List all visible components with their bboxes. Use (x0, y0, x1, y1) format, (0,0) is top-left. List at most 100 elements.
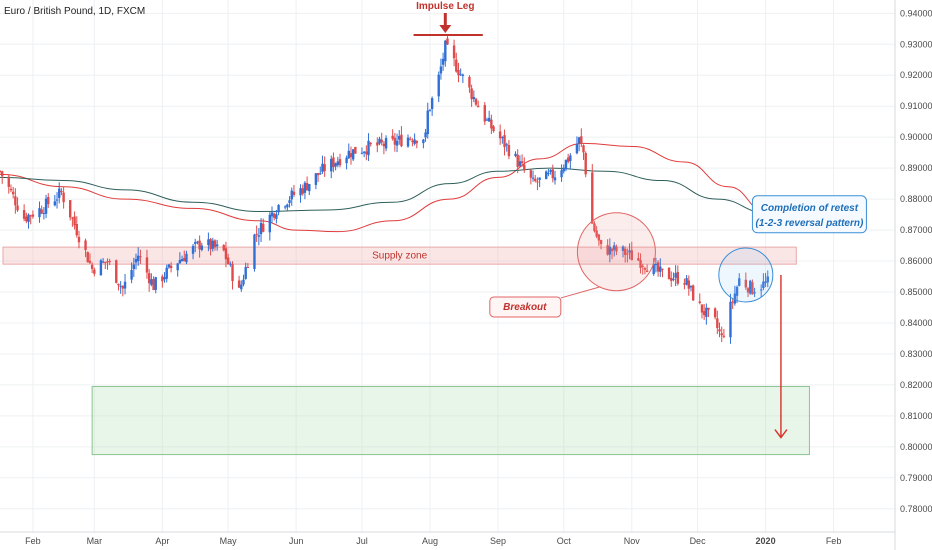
candle-body (705, 307, 708, 317)
candle-body (323, 164, 326, 171)
candle-body (501, 137, 504, 139)
y-tick-label: 0.79000 (900, 473, 932, 483)
target-arrow-head (774, 429, 788, 439)
candle-body (430, 98, 434, 110)
candle-body (101, 261, 105, 263)
candle-body (575, 144, 579, 154)
candle-body (55, 199, 59, 201)
candle-body (139, 256, 142, 258)
candle-body (161, 276, 164, 282)
candle-body (621, 246, 625, 251)
candle-body (209, 238, 212, 250)
candle-body (246, 266, 250, 268)
x-tick-label: Oct (557, 536, 572, 546)
candle-body (514, 153, 517, 156)
candle-body (422, 139, 425, 144)
candle-body (529, 170, 533, 178)
candle-body (270, 212, 274, 217)
breakout-callout-pointer (560, 286, 601, 299)
supply-zone-label: Supply zone (372, 251, 427, 262)
candle-body (415, 140, 418, 144)
candle-body (661, 268, 664, 270)
candle-body (191, 245, 195, 254)
y-tick-label: 0.89000 (900, 163, 932, 173)
y-tick-label: 0.91000 (900, 101, 932, 111)
price-axis: 0.94000 0.93000 0.92000 0.91000 0.90000 0.890… (894, 0, 932, 550)
candle-body (360, 152, 364, 154)
candle-body (470, 88, 473, 100)
candle-body (369, 143, 372, 145)
candle-body (16, 205, 19, 211)
candle-body (608, 246, 612, 255)
candle-body (330, 158, 333, 172)
x-tick-label: Apr (155, 536, 169, 546)
candle-body (606, 245, 609, 255)
candle-body (424, 132, 427, 138)
candle-body (659, 266, 662, 272)
candle-body (53, 201, 57, 206)
candle-body (134, 259, 138, 263)
candle-body (226, 257, 230, 264)
candle-body (439, 66, 443, 74)
candle-body (106, 261, 109, 263)
candle-body (321, 163, 324, 172)
candle-body (194, 242, 197, 244)
candle-body (689, 285, 693, 288)
candle-body (400, 134, 403, 147)
candle-body (613, 245, 616, 250)
x-tick-label: Nov (624, 536, 641, 546)
candle-body (584, 153, 587, 175)
y-tick-label: 0.94000 (900, 8, 932, 18)
candle-body (165, 267, 168, 279)
candle-body (253, 234, 256, 269)
candle-body (735, 286, 739, 296)
candle-body (452, 45, 456, 59)
candlesticks (0, 36, 769, 344)
candle-body (751, 282, 754, 295)
candle-body (553, 177, 557, 181)
candle-body (738, 278, 741, 286)
candle-body (88, 260, 92, 263)
candle-body (591, 172, 594, 224)
candle-body (277, 204, 280, 213)
candle-body (637, 258, 640, 261)
candle-body (196, 241, 199, 243)
annotations: Impulse Leg Breakout Completion of retest (… (413, 1, 867, 439)
candle-body (411, 140, 414, 143)
candle-body (654, 264, 658, 266)
x-tick-label: 2020 (756, 536, 776, 546)
candle-body (729, 301, 732, 338)
moving-average-line (0, 167, 768, 214)
candle-body (378, 138, 381, 144)
candle-body (762, 281, 765, 289)
candle-body (672, 278, 675, 280)
candle-body (290, 190, 293, 200)
candle-body (240, 284, 243, 290)
candle-body (38, 208, 41, 218)
candle-body (115, 260, 118, 283)
candle-body (630, 250, 633, 261)
candle-body (446, 38, 449, 45)
candle-body (492, 126, 495, 132)
chart-zones: Supply zone (2, 246, 810, 456)
candle-body (485, 119, 489, 121)
candle-body (47, 197, 50, 205)
candle-body (167, 264, 171, 268)
candle-body (211, 240, 214, 249)
candle-body (198, 240, 201, 250)
candle-body (667, 267, 671, 280)
candle-body (516, 154, 519, 167)
candle-body (376, 142, 379, 146)
breakout-label: Breakout (503, 302, 547, 313)
candle-body (242, 279, 245, 285)
x-tick-label: Aug (422, 536, 438, 546)
candle-body (349, 153, 353, 158)
candle-body (207, 239, 210, 246)
candle-body (60, 190, 63, 193)
moving-average-line (0, 142, 768, 233)
breakout-callout-box (489, 296, 562, 318)
candle-body (531, 177, 535, 179)
x-tick-label: Dec (690, 536, 707, 546)
y-tick-label: 0.90000 (900, 132, 932, 142)
